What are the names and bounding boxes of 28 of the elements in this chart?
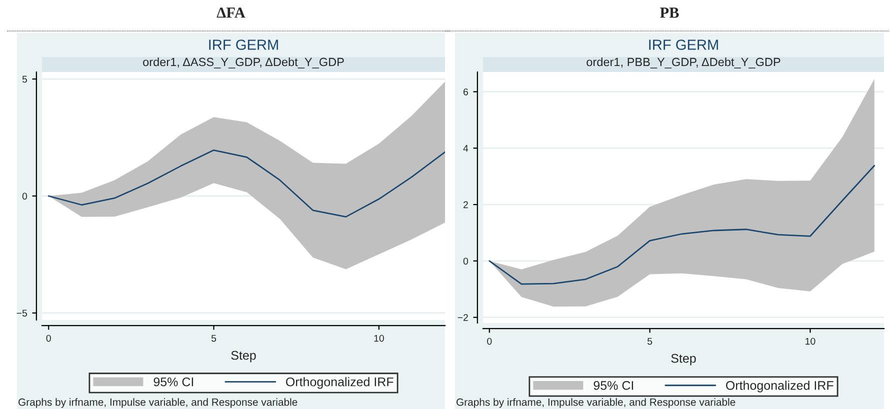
x-tick-label: 10 xyxy=(374,334,384,342)
x-tick-label: 0 xyxy=(487,338,492,345)
y-tick-label: 2 xyxy=(464,201,468,208)
text: order1, ΔASS_Y_GDP, ΔDebt_Y_GDP xyxy=(143,58,344,68)
chart-subtitle: IRF GERM xyxy=(209,40,278,50)
x-tick-label: 5 xyxy=(648,338,652,345)
legend-label: Orthogonalized IRF xyxy=(286,377,394,389)
x-tick-label: 5 xyxy=(211,334,216,342)
text: 95% CI xyxy=(154,377,194,386)
chart-subtitle: IRF GERM xyxy=(649,40,718,50)
text: Graphs by irfname, Impulse variable, and Response variable xyxy=(18,398,298,408)
chart-title: ΔFA xyxy=(216,8,246,18)
x-tick-label: 0 xyxy=(46,334,51,342)
y-tick-label: 6 xyxy=(464,88,468,96)
y-tick-label: 0 xyxy=(463,258,468,265)
x-axis-title: Step xyxy=(671,354,696,366)
chart-title: PB xyxy=(660,8,679,18)
text: Graphs by irfname, Impulse variable, and Response variable xyxy=(456,398,736,408)
text: 95% CI xyxy=(594,381,634,390)
text: order1, PBB_Y_GDP, ΔDebt_Y_GDP xyxy=(586,58,780,68)
y-tick-label: 5 xyxy=(22,76,28,83)
y-tick-label: 4 xyxy=(463,144,468,152)
legend-label: Orthogonalized IRF xyxy=(726,380,834,392)
y-tick-label: −5 xyxy=(16,310,28,317)
y-tick-label: −2 xyxy=(458,314,468,321)
y-tick-label: 0 xyxy=(22,192,28,200)
x-tick-label: 10 xyxy=(806,338,816,345)
x-axis-title: Step xyxy=(231,350,256,362)
